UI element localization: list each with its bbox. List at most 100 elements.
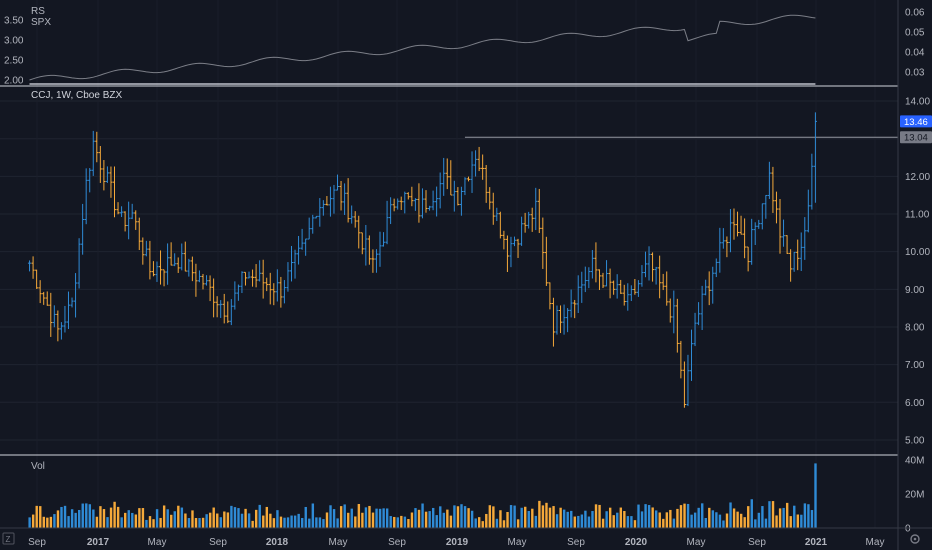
volume-bar xyxy=(460,504,463,528)
volume-bar xyxy=(761,506,764,528)
volume-bar xyxy=(594,504,598,528)
volume-bar xyxy=(31,514,35,528)
ohlc-bar xyxy=(781,219,786,247)
ohlc-bar xyxy=(658,255,662,299)
ohlc-bar xyxy=(714,258,718,278)
ohlc-bar xyxy=(427,205,432,211)
ohlc-bar xyxy=(73,273,78,318)
ohlc-bar xyxy=(59,322,63,340)
volume-bar xyxy=(141,508,145,528)
ohlc-bar xyxy=(339,181,343,211)
ohlc-bar xyxy=(643,251,648,278)
volume-bar xyxy=(325,512,329,528)
volume-bar xyxy=(180,507,184,528)
ohlc-bar xyxy=(342,183,347,215)
ohlc-bar xyxy=(704,279,708,296)
volume-bar xyxy=(77,509,81,528)
ohlc-bar xyxy=(95,131,99,163)
volume-bar xyxy=(793,505,796,528)
ohlc-bar xyxy=(587,267,591,289)
volume-bar xyxy=(424,511,428,528)
time-axis[interactable]: Sep 2017 May Sep 2018 May Sep 2019 May Sep 2020 May… xyxy=(28,537,884,548)
ohlc-bar xyxy=(42,291,46,305)
scale-mode-icon[interactable]: Z xyxy=(2,532,15,545)
volume-bar xyxy=(396,517,399,528)
volume-bar xyxy=(630,516,633,528)
ohlc-bar xyxy=(764,194,768,219)
volume-bar xyxy=(655,510,658,528)
ohlc-bar xyxy=(495,207,499,222)
volume-bar xyxy=(541,505,545,528)
ohlc-bar xyxy=(753,222,757,245)
ohlc-bar xyxy=(144,240,148,257)
volume-bar xyxy=(516,519,520,528)
volume-bar xyxy=(481,521,484,528)
volume-bar xyxy=(173,511,176,528)
price-tick-label: 11.00 xyxy=(905,210,930,221)
time-tick-label: Sep xyxy=(209,537,227,548)
ohlc-bar xyxy=(810,153,814,210)
svg-text:Z: Z xyxy=(6,535,11,544)
volume-bar xyxy=(148,516,152,528)
ohlc-bar xyxy=(633,278,637,295)
volume-bar xyxy=(368,505,371,528)
ohlc-bar xyxy=(134,210,138,230)
ohlc-bar xyxy=(296,235,301,265)
volume-bar xyxy=(276,510,279,528)
volume-bar xyxy=(343,504,346,528)
ohlc-bar xyxy=(49,292,53,337)
ohlc-bar xyxy=(38,280,42,304)
volume-bar xyxy=(612,515,615,528)
ohlc-bar xyxy=(282,280,287,304)
ohlc-bar xyxy=(350,205,354,224)
volume-bar xyxy=(354,516,357,528)
volume-bar xyxy=(584,510,587,528)
ohlc-bar xyxy=(516,238,520,258)
ohlc-bar xyxy=(629,285,633,302)
ohlc-bar xyxy=(505,235,510,273)
volume-bar xyxy=(184,513,187,528)
ohlc-bar xyxy=(569,289,573,318)
ohlc-bar xyxy=(222,293,226,324)
ohlc-bar xyxy=(81,203,85,255)
price-axis: 14.0013.0012.0011.0010.009.008.007.006.0… xyxy=(905,97,930,447)
volume-tick-label: 0 xyxy=(905,524,911,535)
volume-bar xyxy=(187,518,191,528)
ohlc-bar xyxy=(381,232,386,247)
settings-gear-icon[interactable] xyxy=(910,534,920,544)
volume-bar xyxy=(233,507,237,528)
volume-bar xyxy=(194,518,198,528)
ohlc-bar xyxy=(88,168,92,193)
volume-bar xyxy=(608,507,612,528)
ohlc-bar xyxy=(789,249,793,282)
volume-bar xyxy=(258,504,261,528)
rs-tick-label: 3.50 xyxy=(4,16,24,27)
volume-bar xyxy=(623,511,626,528)
ohlc-bar xyxy=(491,192,495,225)
ohlc-bar xyxy=(622,284,626,306)
volume-pane: Vol 40M 20M 0 xyxy=(28,456,924,535)
volume-bar xyxy=(254,509,258,528)
ohlc-bar xyxy=(654,266,658,285)
ohlc-bar xyxy=(668,298,672,323)
volume-bar xyxy=(347,512,350,528)
volume-bar xyxy=(495,518,499,528)
volume-bar xyxy=(60,506,63,528)
volume-bar xyxy=(56,510,60,528)
ohlc-bar xyxy=(250,269,255,287)
ohlc-bar xyxy=(650,252,655,282)
time-tick-label: 2021 xyxy=(805,537,828,548)
volume-bar xyxy=(208,512,212,528)
spx-label: SPX xyxy=(31,17,51,28)
ohlc-bar xyxy=(732,208,736,240)
ohlc-bar xyxy=(689,329,694,381)
volume-bar xyxy=(640,511,644,528)
volume-bar xyxy=(747,506,750,528)
volume-bar xyxy=(552,506,555,528)
volume-bar xyxy=(488,505,492,528)
ohlc-bar xyxy=(261,259,265,299)
ohlc-bar xyxy=(725,236,729,258)
volume-bar xyxy=(449,515,453,528)
volume-bar xyxy=(131,512,134,528)
